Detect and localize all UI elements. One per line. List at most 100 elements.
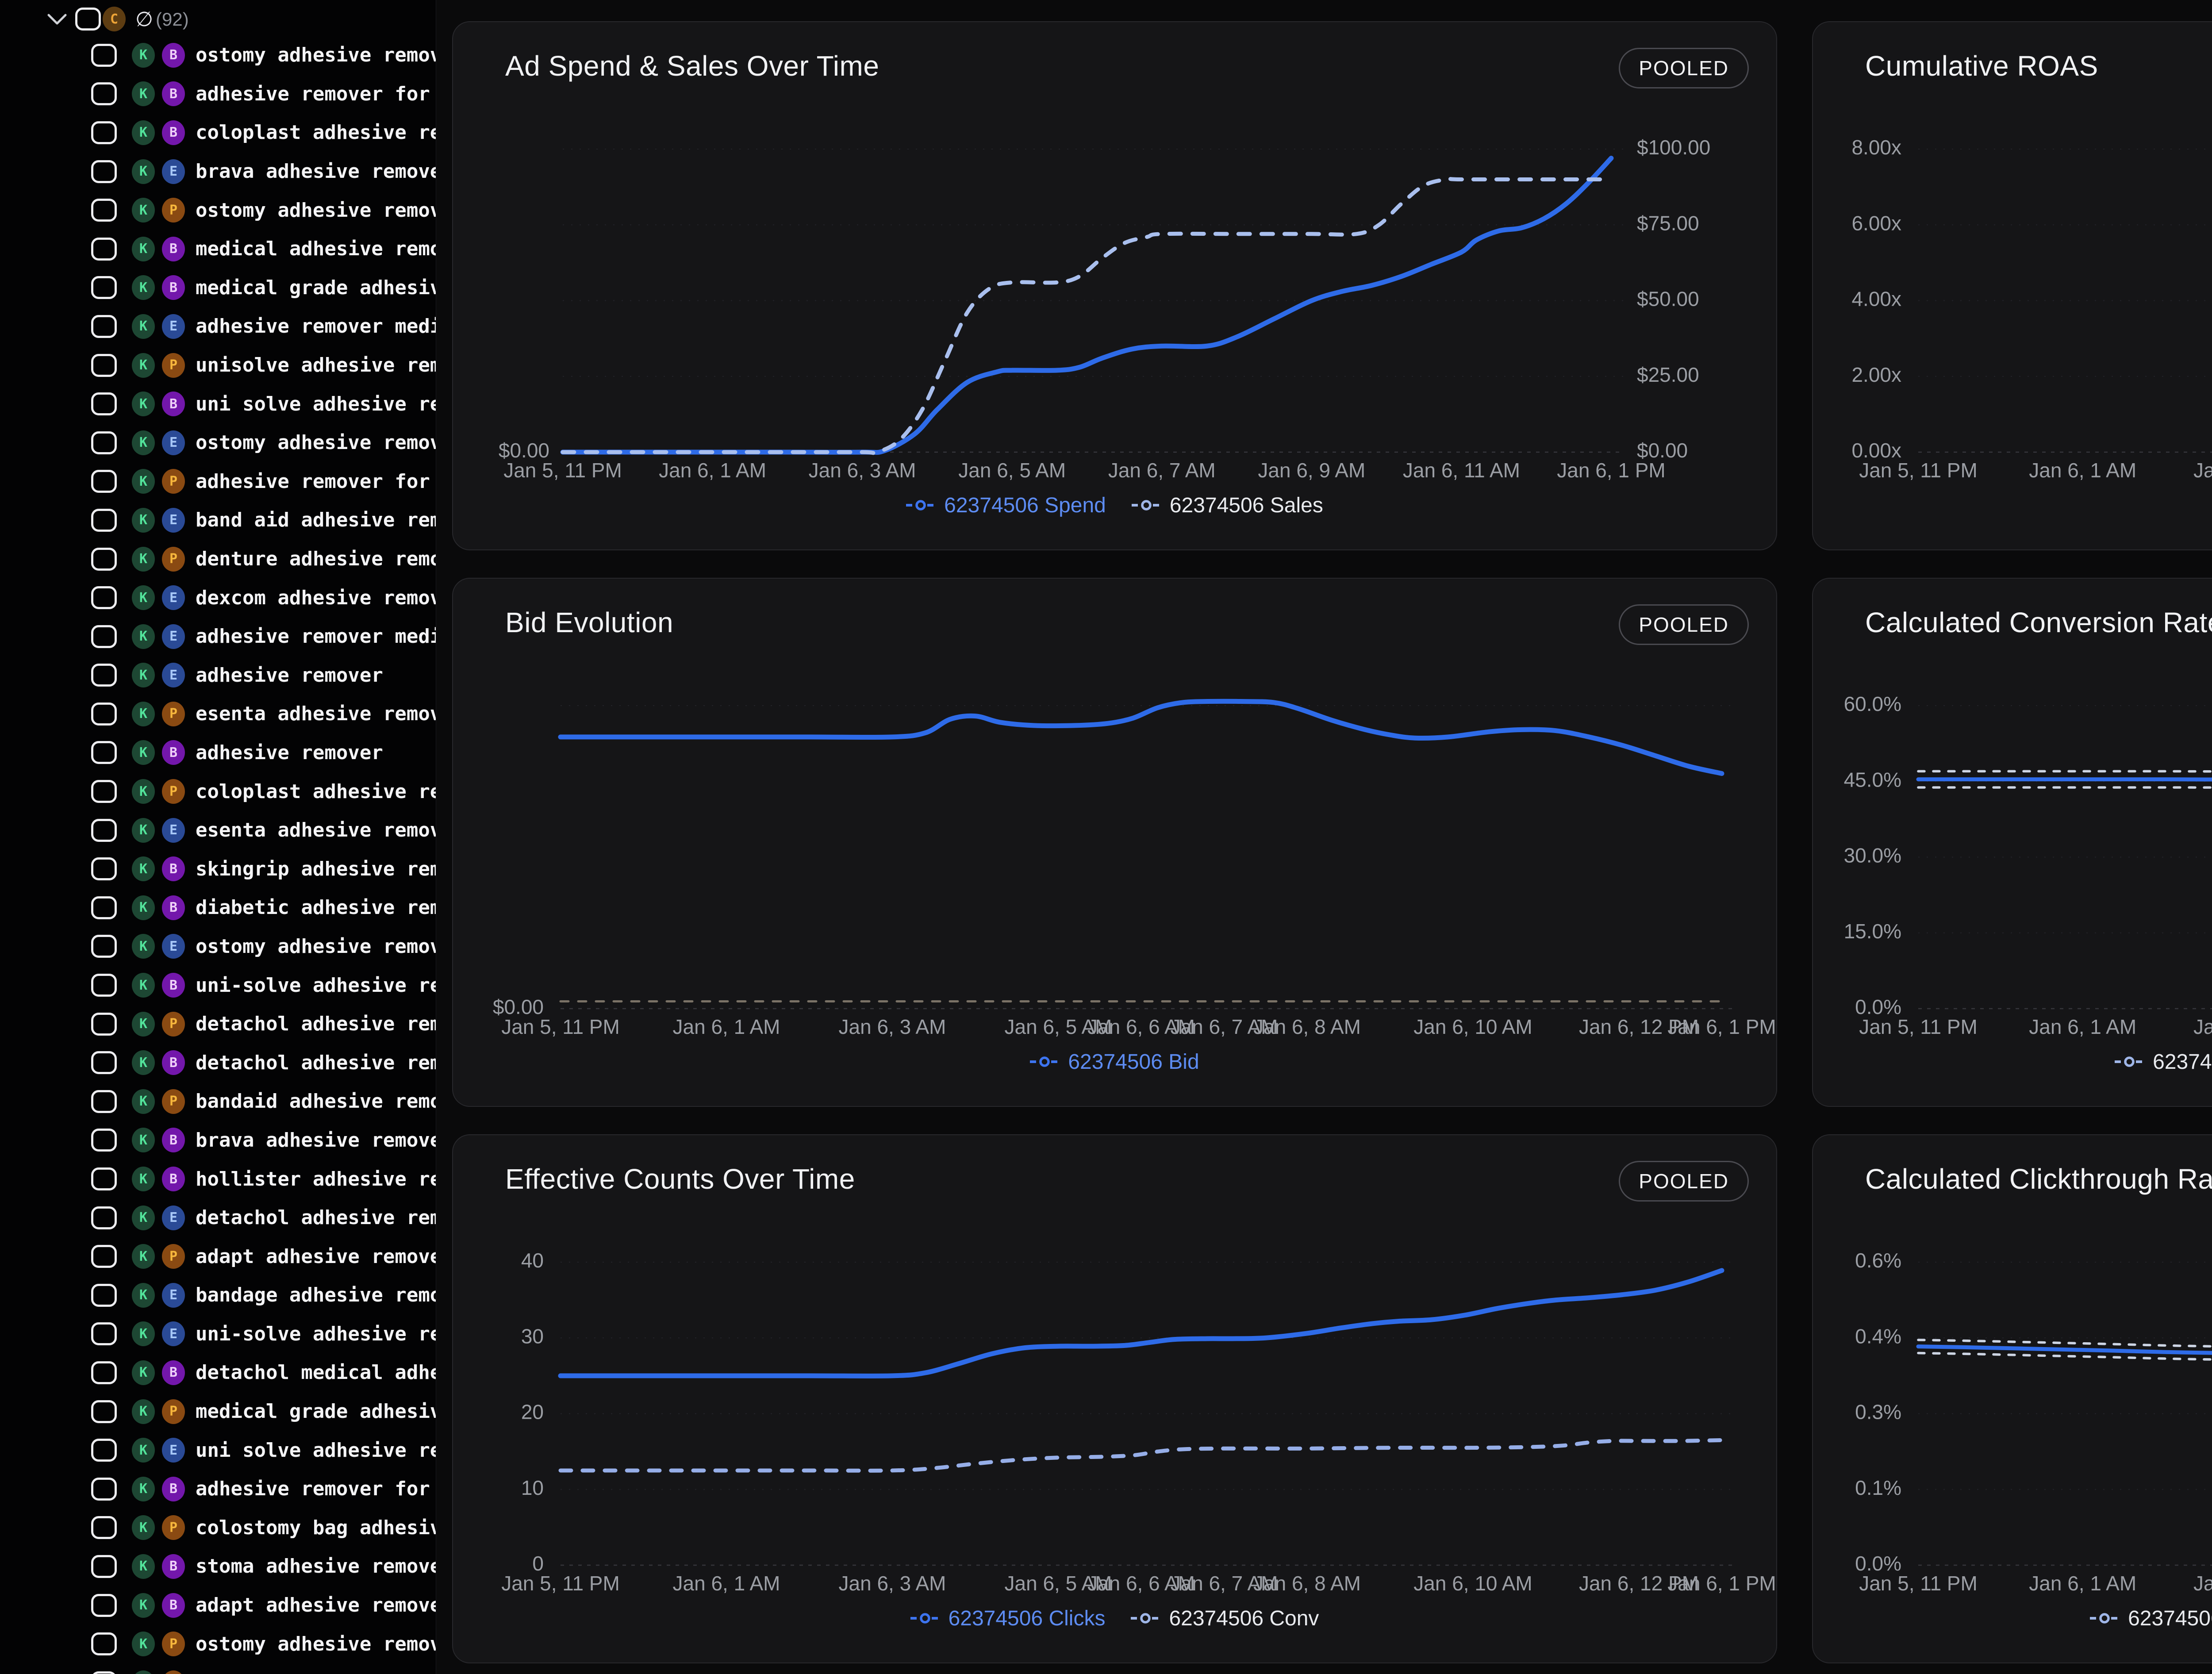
- legend-item[interactable]: 62374506 Bid: [1030, 1050, 1199, 1074]
- keyword-checkbox[interactable]: [91, 431, 117, 454]
- keyword-checkbox[interactable]: [91, 896, 117, 919]
- legend-item[interactable]: 62374506 Spend: [906, 493, 1106, 518]
- legend-item[interactable]: 62374506 Upper CI: [2090, 1606, 2212, 1631]
- keyword-checkbox[interactable]: [91, 1477, 117, 1501]
- keyword-checkbox[interactable]: [91, 741, 117, 764]
- keyword-group-header[interactable]: C ∅ (92): [0, 3, 436, 34]
- keyword-checkbox[interactable]: [91, 818, 117, 842]
- keyword-checkbox[interactable]: [91, 1322, 117, 1346]
- keyword-checkbox[interactable]: [91, 974, 117, 997]
- chart-canvas-conversion-rate[interactable]: 60.0% 45.0% 30.0% 15.0% 0.0%Jan 5, 11 PM Jan …: [1813, 579, 2212, 1107]
- keyword-checkbox[interactable]: [91, 237, 117, 261]
- keyword-checkbox[interactable]: [91, 508, 117, 532]
- chart-canvas-clickthrough-rate[interactable]: 0.6% 0.4% 0.3% 0.1% 0.0%Jan 5, 11 PM Jan 6, 1…: [1813, 1135, 2212, 1663]
- keyword-checkbox[interactable]: [91, 43, 117, 67]
- keyword-checkbox[interactable]: [91, 857, 117, 881]
- keyword-checkbox[interactable]: [91, 1167, 117, 1191]
- keyword-checkbox[interactable]: [91, 780, 117, 803]
- keyword-row[interactable]: KP: [0, 1663, 436, 1674]
- keyword-checkbox[interactable]: [91, 1245, 117, 1268]
- keyword-checkbox[interactable]: [91, 1439, 117, 1462]
- keyword-checkbox[interactable]: [91, 121, 117, 144]
- keyword-checkbox[interactable]: [91, 625, 117, 648]
- keyword-checkbox[interactable]: [91, 1361, 117, 1384]
- keyword-checkbox[interactable]: [91, 1632, 117, 1656]
- keyword-checkbox[interactable]: [91, 1012, 117, 1036]
- keyword-checkbox[interactable]: [91, 353, 117, 377]
- keyword-checkbox[interactable]: [91, 160, 117, 183]
- keyword-checkbox[interactable]: [91, 276, 117, 299]
- keyword-checkbox[interactable]: [91, 935, 117, 958]
- legend-item[interactable]: 62374506 Conv: [1131, 1606, 1319, 1631]
- keyword-checkbox[interactable]: [91, 664, 117, 687]
- chevron-down-icon[interactable]: [47, 13, 67, 26]
- keyword-checkbox[interactable]: [91, 1516, 117, 1540]
- keyword-checkbox[interactable]: [91, 702, 117, 726]
- keyword-checkbox[interactable]: [91, 586, 117, 610]
- keyword-checkbox[interactable]: [91, 1671, 117, 1674]
- keyword-checkbox[interactable]: [91, 1593, 117, 1617]
- keyword-checkbox[interactable]: [91, 1283, 117, 1307]
- keyword-checkbox[interactable]: [91, 392, 117, 416]
- keyword-checkbox[interactable]: [91, 547, 117, 571]
- keyword-checkbox[interactable]: [91, 315, 117, 338]
- legend-item[interactable]: 62374506 Upper CI: [2115, 1050, 2212, 1074]
- keyword-checkbox[interactable]: [91, 199, 117, 222]
- keyword-checkbox[interactable]: [91, 1051, 117, 1075]
- keyword-checkbox[interactable]: [91, 1555, 117, 1578]
- keyword-checkbox[interactable]: [91, 1090, 117, 1113]
- keyword-checkbox[interactable]: [91, 1129, 117, 1152]
- legend-item[interactable]: 62374506 Sales: [1131, 493, 1323, 518]
- keyword-checkbox[interactable]: [91, 470, 117, 493]
- group-checkbox[interactable]: [75, 8, 101, 31]
- keyword-checkbox[interactable]: [91, 82, 117, 106]
- legend-item[interactable]: 62374506 Clicks: [910, 1606, 1105, 1631]
